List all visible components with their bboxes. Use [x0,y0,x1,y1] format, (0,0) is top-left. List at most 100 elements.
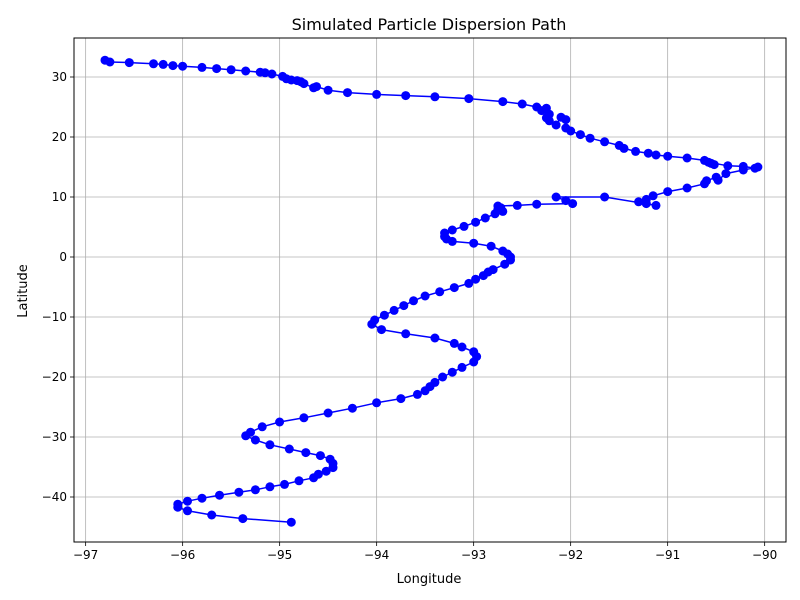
x-tick-label: −97 [73,548,98,562]
data-point [149,59,158,69]
data-point [299,413,309,423]
data-point [648,191,658,201]
x-tick-label: −92 [558,548,583,562]
data-point [372,398,382,408]
data-point [663,187,673,197]
data-point [469,238,479,248]
data-point [234,487,244,497]
data-point [241,431,251,441]
data-point [173,502,183,512]
data-point [158,59,168,69]
data-point [457,342,467,352]
data-point [250,435,260,445]
data-point [449,338,459,348]
data-point [183,496,192,506]
data-point [663,151,673,161]
data-point [401,329,411,339]
data-point [250,485,260,495]
x-tick-label: −90 [752,548,777,562]
data-point [301,448,311,458]
data-point [532,199,542,209]
data-point [517,99,527,109]
grid [74,38,786,542]
x-tick-label: −95 [267,548,292,562]
data-point [512,200,522,210]
data-point [566,126,576,136]
y-tick-label: −40 [42,490,67,504]
data-point [480,213,490,223]
x-tick-label: −91 [655,548,680,562]
y-tick-label: −20 [42,370,67,384]
data-point [238,514,248,524]
data-point [490,209,500,219]
data-point [682,183,692,193]
data-point [544,116,554,126]
data-point [265,482,275,492]
data-point [207,510,217,520]
data-point [430,333,440,343]
data-point [651,150,661,160]
x-tick-label: −94 [364,548,389,562]
data-point [241,66,251,76]
data-point [575,130,585,140]
data-point [377,325,386,335]
data-point [420,291,430,301]
data-point [447,236,457,246]
data-point [275,417,285,427]
data-point [634,197,644,207]
data-point [267,69,277,79]
data-point [469,357,479,367]
data-point [183,506,192,516]
series-markers [100,55,763,527]
data-point [323,408,333,418]
data-point [471,217,481,227]
data-point [260,68,270,78]
axes: −97 −96 −95 −94 −93 −92 −91 −90 −40 −30 −20 −10 0 10 2… [42,70,778,562]
data-point [449,283,459,293]
data-point [478,271,488,281]
data-point [551,192,561,202]
data-point [379,310,389,320]
data-point [438,372,448,382]
data-point [321,466,331,476]
data-point [212,64,222,74]
data-point [498,206,508,216]
data-point [721,169,731,179]
y-axis-label: Latitude [16,264,31,318]
x-axis-label: Longitude [397,572,462,587]
data-point [631,146,641,156]
data-point [447,225,457,235]
y-tick-label: 20 [52,130,67,144]
chart-title: Simulated Particle Dispersion Path [292,15,567,34]
data-point [551,120,561,130]
data-point [265,440,275,450]
data-point [396,394,406,404]
data-point [420,386,430,396]
data-point [651,200,661,210]
data-point [500,259,510,269]
data-point [309,473,319,483]
data-point [561,196,571,206]
data-point [700,179,709,189]
data-point [312,82,321,92]
data-point [178,61,188,71]
data-point [197,493,207,503]
data-point [315,451,325,461]
data-point [459,221,469,231]
y-tick-label: −30 [42,430,67,444]
data-point [738,165,748,175]
data-point [585,133,595,143]
data-point [430,92,440,102]
data-point [343,88,352,98]
data-point [299,79,309,89]
y-tick-label: −10 [42,310,67,324]
data-point [280,479,289,489]
y-tick-label: 10 [52,190,67,204]
data-point [498,97,508,107]
data-point [619,143,629,153]
data-point [124,58,134,68]
data-point [435,287,445,297]
data-point [457,362,467,372]
data-point [294,476,304,486]
